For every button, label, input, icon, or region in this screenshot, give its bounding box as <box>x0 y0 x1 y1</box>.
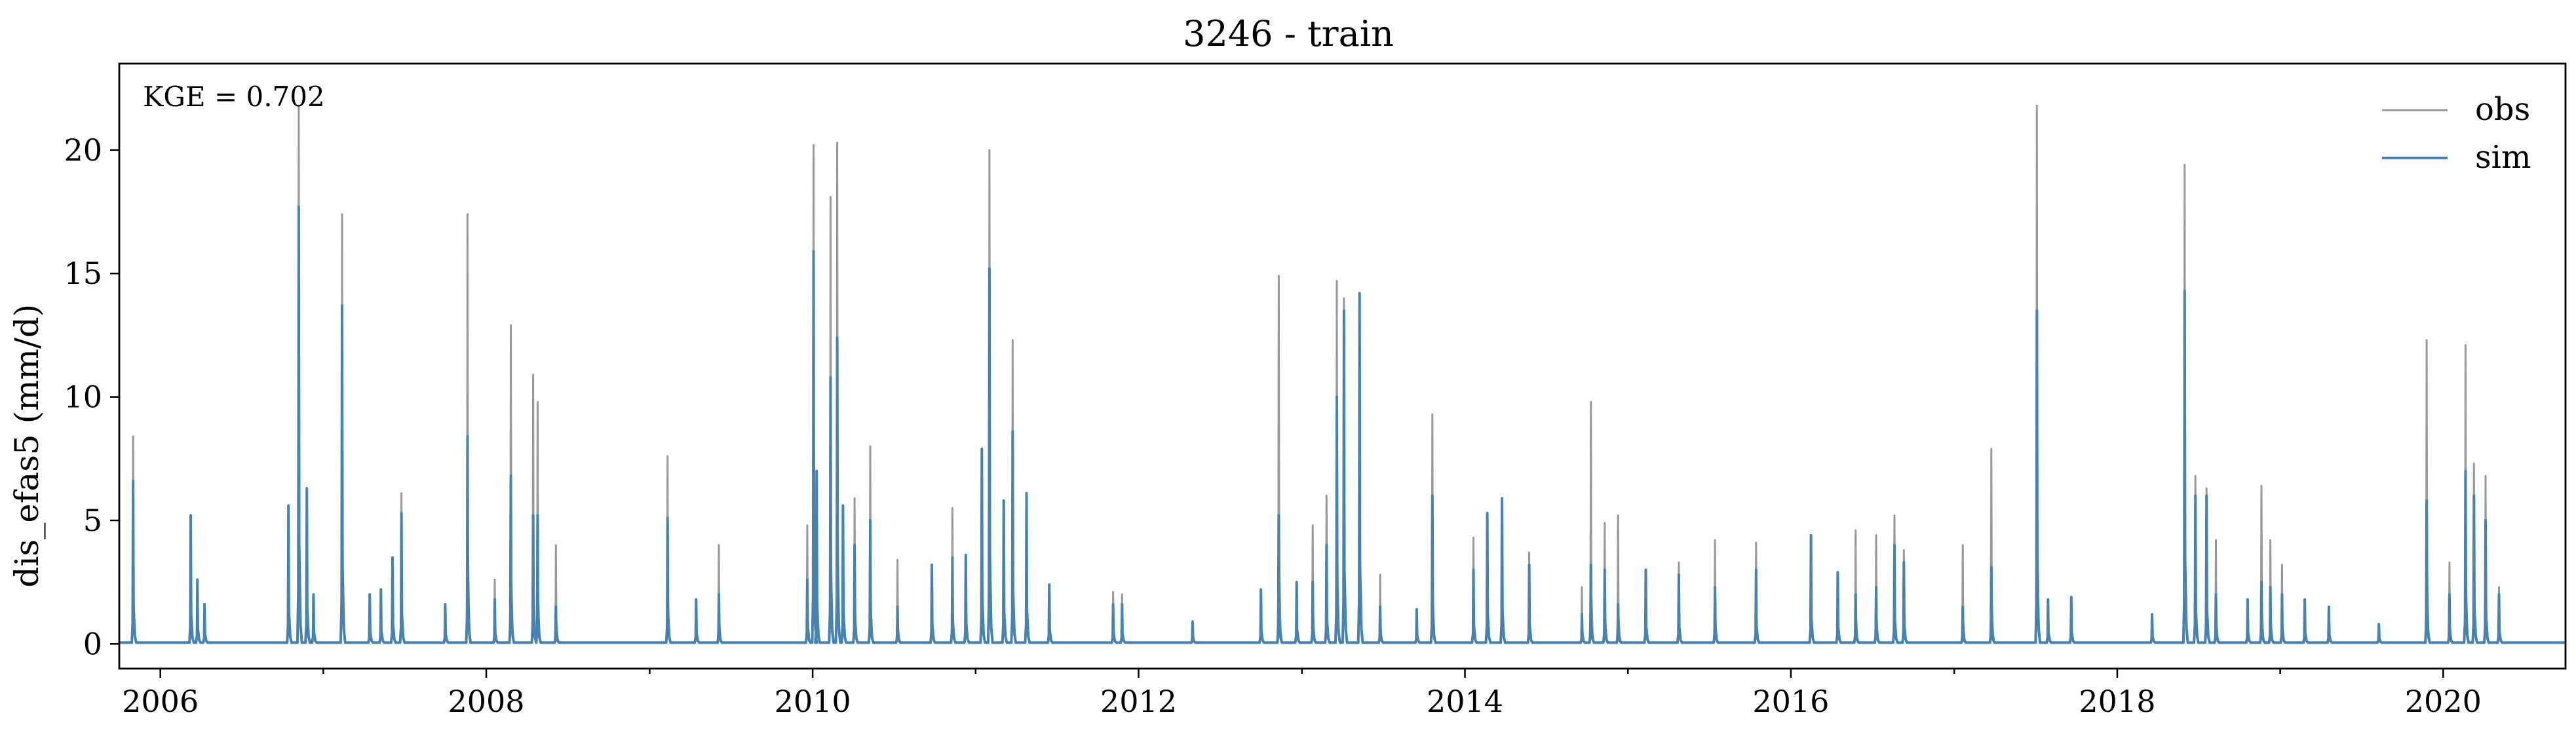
x-axis-ticks: 2006 2008 2010 2012 2014 2016 2018 2020 <box>122 669 2482 719</box>
axes-frame <box>118 62 2567 670</box>
x-tick-label: 2016 <box>1752 684 1829 719</box>
y-tick-label: 5 <box>83 503 102 538</box>
x-tick-label: 2006 <box>122 684 199 719</box>
x-tick-label: 2018 <box>2079 684 2155 719</box>
y-tick-label: 20 <box>64 132 102 168</box>
y-tick-label: 10 <box>64 380 102 415</box>
x-tick-label: 2010 <box>775 684 851 719</box>
legend-label-obs: obs <box>2475 91 2530 128</box>
legend: obs sim <box>2382 91 2531 176</box>
series-line-sim <box>119 205 2566 644</box>
y-tick-label: 0 <box>83 626 102 661</box>
legend-label-sim: sim <box>2475 139 2531 176</box>
kge-annotation: KGE = 0.702 <box>143 81 325 113</box>
y-axis-ticks: 0 5 10 15 20 <box>64 132 119 661</box>
x-tick-label: 2014 <box>1427 684 1503 719</box>
x-tick-label: 2020 <box>2405 684 2482 719</box>
y-axis-label: dis_efas5 (mm/d) <box>8 304 46 588</box>
y-tick-label: 15 <box>64 256 102 291</box>
series-layer <box>119 104 2566 644</box>
chart-title: 3246 - train <box>1183 13 1394 54</box>
x-tick-label: 2012 <box>1100 684 1177 719</box>
x-tick-label: 2008 <box>448 684 525 719</box>
